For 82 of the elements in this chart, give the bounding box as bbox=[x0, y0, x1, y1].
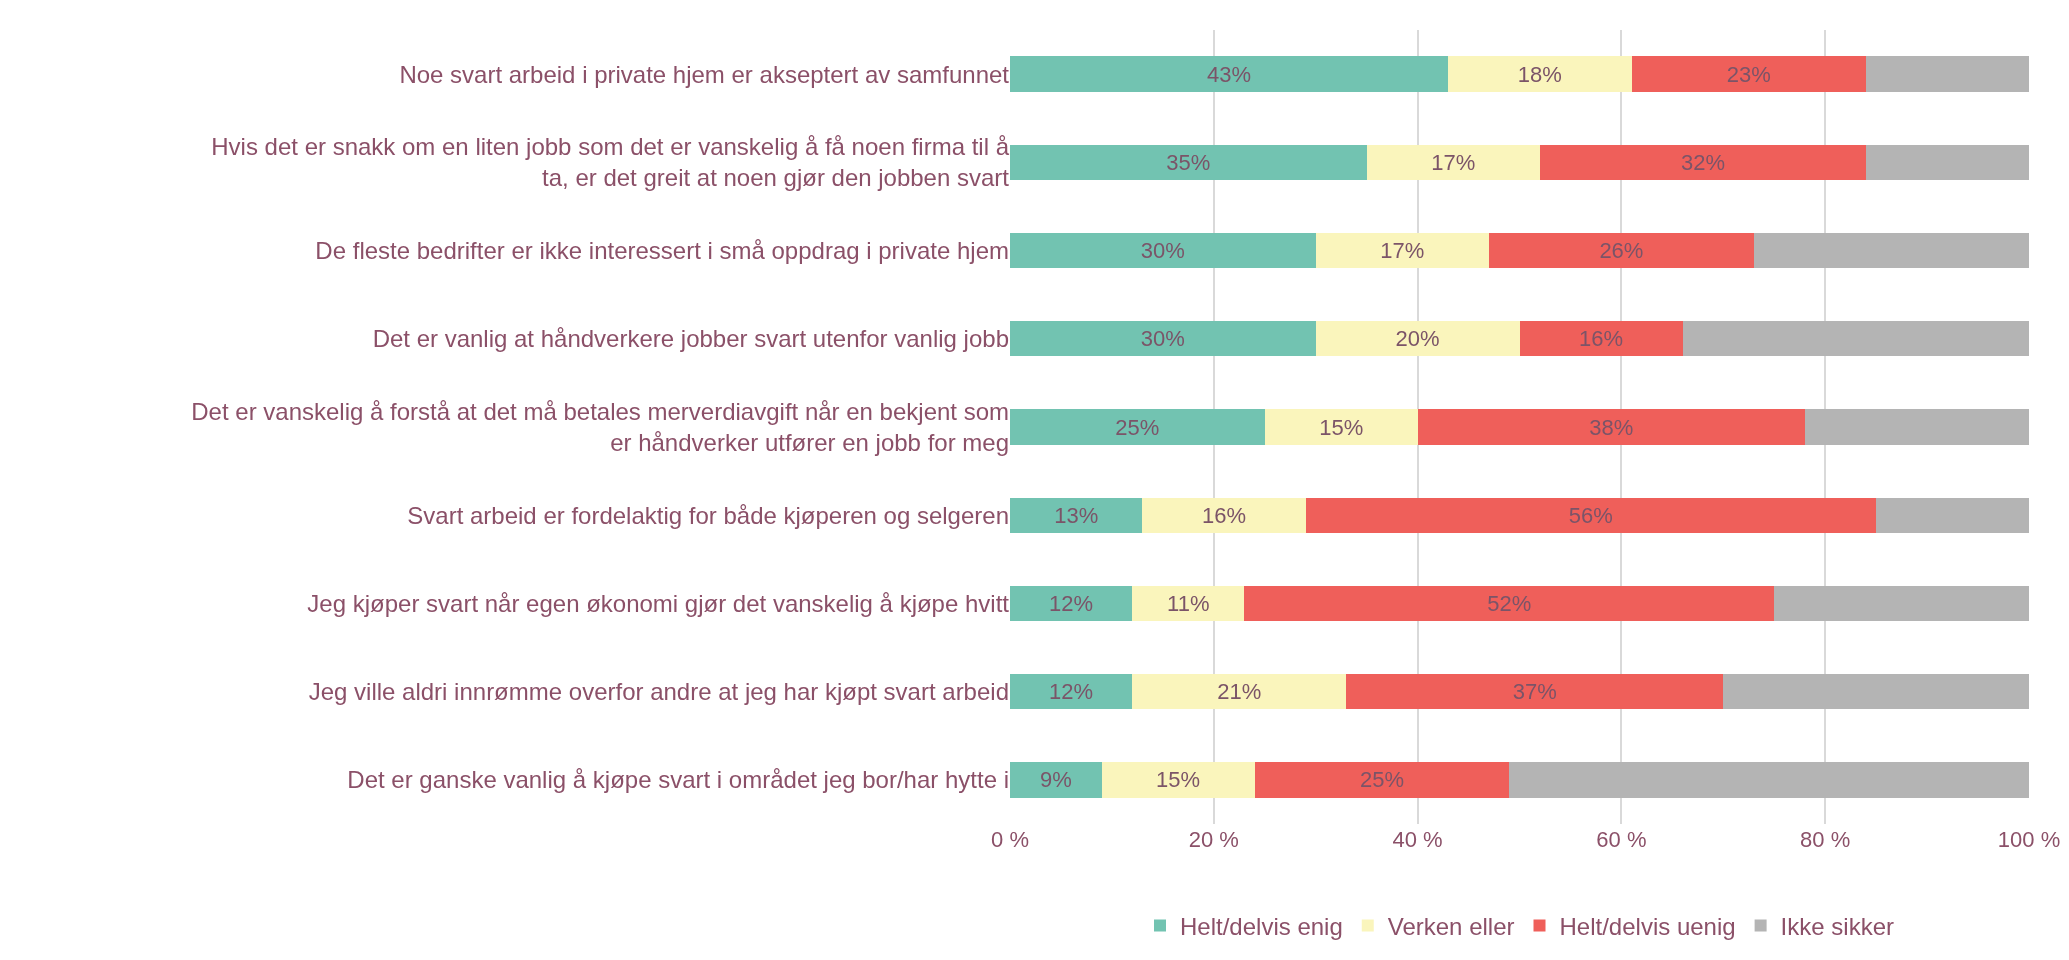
data-label: 21% bbox=[1217, 679, 1262, 705]
data-label: 23% bbox=[1726, 61, 1771, 87]
data-label: 13% bbox=[1054, 502, 1099, 528]
y-tick-label: Jeg kjøper svart når egen økonomi gjør det vanskelig å kjøpe hvitt bbox=[307, 589, 1010, 617]
bar bbox=[1631, 56, 1866, 92]
data-label: 56% bbox=[1568, 502, 1613, 528]
x-tick-label: 80 % bbox=[1800, 827, 1851, 852]
data-label: 38% bbox=[1589, 414, 1634, 440]
bar bbox=[1010, 56, 1449, 92]
data-label: 30% bbox=[1140, 326, 1185, 352]
data-label: 32% bbox=[1680, 149, 1725, 175]
y-tick-label: Jeg ville aldri innrømme overfor andre at jeg har kjøpt svart arbeid bbox=[308, 678, 1009, 706]
x-tick-label: 20 % bbox=[1188, 827, 1239, 852]
bar bbox=[1804, 409, 2029, 445]
legend-label: Helt/delvis uenig bbox=[1559, 912, 1736, 940]
bar bbox=[1876, 497, 2029, 533]
bar bbox=[1132, 585, 1245, 622]
data-label: 17% bbox=[1380, 238, 1425, 264]
y-tick-label: Det er vanlig at håndverkere jobber svart utenfor vanlig jobb bbox=[372, 325, 1009, 353]
bar bbox=[1010, 585, 1133, 622]
bar bbox=[1010, 321, 1316, 357]
bar bbox=[1774, 585, 2029, 622]
legend-label: Ikke sikker bbox=[1780, 912, 1894, 940]
bar bbox=[1519, 321, 1683, 357]
bar bbox=[1132, 674, 1347, 710]
data-label: 12% bbox=[1049, 679, 1094, 705]
bar bbox=[1142, 497, 1306, 533]
bar bbox=[1010, 232, 1316, 269]
y-tick-label: Svart arbeid er fordelaktig for både kjøperen og selgeren bbox=[407, 501, 1009, 529]
bar bbox=[1315, 232, 1489, 269]
data-label: 18% bbox=[1517, 61, 1562, 87]
bar bbox=[1488, 232, 1754, 269]
bar bbox=[1244, 585, 1775, 622]
bar bbox=[1723, 674, 2029, 710]
bar bbox=[1010, 409, 1265, 445]
data-label: 37% bbox=[1512, 679, 1557, 705]
legend-label: Helt/delvis enig bbox=[1180, 912, 1343, 940]
bar bbox=[1264, 409, 1418, 445]
bar bbox=[1448, 56, 1632, 92]
data-label: 9% bbox=[1039, 767, 1072, 793]
data-label: 11% bbox=[1167, 590, 1210, 616]
bar bbox=[1417, 409, 1805, 445]
y-tick-label: Det er ganske vanlig å kjøpe svart i området jeg bor/har hytte i bbox=[347, 766, 1009, 794]
data-label: 25% bbox=[1359, 767, 1404, 793]
data-label: 15% bbox=[1156, 767, 1201, 793]
data-label: 26% bbox=[1599, 238, 1644, 264]
data-label: 16% bbox=[1579, 326, 1624, 352]
data-label: 30% bbox=[1140, 238, 1185, 264]
bar bbox=[1010, 762, 1102, 798]
bar bbox=[1753, 232, 2029, 269]
y-tick-label: Det er vanskelig å forstå at det må betales merverdiavgift når en bekjent som er håndverker utfører en jobb for meg bbox=[191, 397, 1009, 456]
bar bbox=[1346, 674, 1724, 710]
y-tick-label: De fleste bedrifter er ikke interessert i små oppdrag i private hjem bbox=[315, 236, 1009, 264]
bar bbox=[1254, 762, 1510, 798]
bar bbox=[1315, 321, 1520, 357]
x-tick-label: 0 % bbox=[991, 827, 1029, 852]
bar bbox=[1865, 144, 2029, 180]
data-label: 25% bbox=[1115, 414, 1160, 440]
bar bbox=[1366, 144, 1540, 180]
x-tick-label: 100 % bbox=[1997, 827, 2061, 852]
data-label: 20% bbox=[1395, 326, 1440, 352]
x-tick-label: 40 % bbox=[1392, 827, 1443, 852]
bar bbox=[1010, 144, 1367, 180]
bar bbox=[1509, 762, 2029, 798]
y-tick-label: Noe svart arbeid i private hjem er akseptert av samfunnet bbox=[399, 60, 1010, 88]
legend-label: Verken eller bbox=[1387, 912, 1515, 940]
data-label: 35% bbox=[1166, 149, 1211, 175]
data-label: 16% bbox=[1201, 502, 1247, 528]
bar bbox=[1101, 762, 1255, 798]
data-label: 43% bbox=[1207, 61, 1252, 87]
data-label: 15% bbox=[1319, 414, 1364, 440]
data-label: 52% bbox=[1487, 590, 1532, 616]
y-tick-label: Hvis det er snakk om en liten jobb som det er vanskelig å få noen firma til å ta, er det greit at noen gjør den jobben svart bbox=[211, 133, 1010, 192]
x-tick-label: 60 % bbox=[1596, 827, 1647, 852]
bar bbox=[1010, 674, 1133, 710]
bar bbox=[1305, 497, 1877, 533]
bar bbox=[1682, 321, 2029, 357]
data-label: 17% bbox=[1431, 149, 1476, 175]
bar bbox=[1865, 56, 2029, 92]
bar bbox=[1539, 144, 1866, 180]
bar bbox=[1010, 497, 1143, 533]
data-label: 12% bbox=[1049, 590, 1094, 616]
